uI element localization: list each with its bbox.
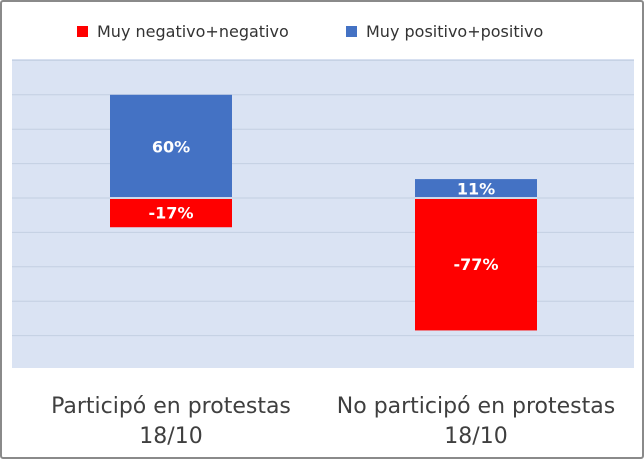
legend-swatch-negative (77, 26, 88, 37)
plot-area (12, 59, 634, 368)
positive-bar-no-participo-label: 11% (457, 180, 495, 199)
category-label-no-participo-line2: 18/10 (444, 424, 508, 449)
negative-bar-participo-label: -17% (149, 204, 194, 223)
legend-label-positive: Muy positivo+positivo (366, 22, 544, 41)
category-label-no-participo: No participó en protestas 18/10 (326, 392, 626, 452)
legend-label-negative: Muy negativo+negativo (97, 22, 289, 41)
category-label-participo-line1: Participó en protestas (51, 394, 291, 419)
positive-bar-participo (110, 94, 232, 197)
negative-bar-no-participo-label: -77% (454, 255, 499, 274)
category-label-participo: Participó en protestas 18/10 (21, 392, 321, 452)
category-label-no-participo-line1: No participó en protestas (336, 394, 616, 419)
legend-item-positive: Muy positivo+positivo (346, 22, 543, 41)
negative-bar-no-participo (415, 199, 537, 331)
legend-swatch-positive (346, 26, 357, 37)
positive-bar-participo-label: 60% (152, 137, 190, 156)
legend-item-negative: Muy negativo+negativo (77, 22, 289, 41)
category-label-participo-line2: 18/10 (139, 424, 203, 449)
positive-bar-no-participo (415, 179, 537, 197)
negative-bar-participo (110, 199, 232, 228)
